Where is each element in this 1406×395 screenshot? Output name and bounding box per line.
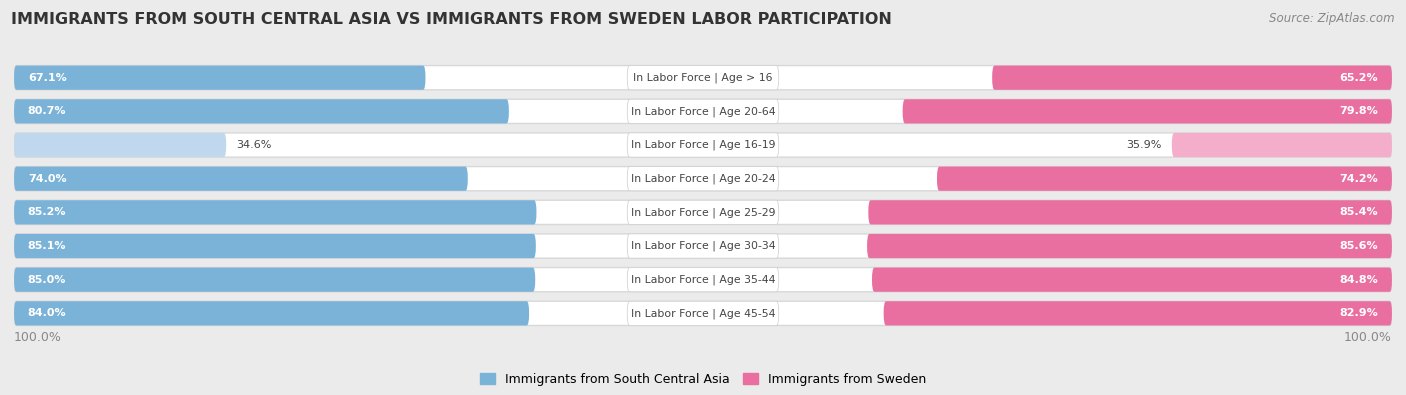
Text: 82.9%: 82.9%: [1340, 308, 1378, 318]
FancyBboxPatch shape: [14, 167, 468, 191]
Text: 65.2%: 65.2%: [1340, 73, 1378, 83]
FancyBboxPatch shape: [627, 99, 779, 124]
FancyBboxPatch shape: [14, 301, 529, 325]
FancyBboxPatch shape: [883, 301, 1392, 325]
FancyBboxPatch shape: [627, 133, 779, 157]
Text: 85.2%: 85.2%: [28, 207, 66, 217]
FancyBboxPatch shape: [14, 234, 536, 258]
Text: In Labor Force | Age 25-29: In Labor Force | Age 25-29: [631, 207, 775, 218]
FancyBboxPatch shape: [627, 234, 779, 258]
Text: In Labor Force | Age 30-34: In Labor Force | Age 30-34: [631, 241, 775, 251]
FancyBboxPatch shape: [903, 99, 1392, 124]
Text: 35.9%: 35.9%: [1126, 140, 1161, 150]
FancyBboxPatch shape: [627, 167, 779, 191]
FancyBboxPatch shape: [14, 66, 426, 90]
Text: 74.0%: 74.0%: [28, 174, 66, 184]
Text: 100.0%: 100.0%: [1344, 331, 1392, 344]
FancyBboxPatch shape: [14, 66, 1392, 90]
Text: 85.6%: 85.6%: [1340, 241, 1378, 251]
FancyBboxPatch shape: [869, 200, 1392, 224]
Text: 85.4%: 85.4%: [1340, 207, 1378, 217]
FancyBboxPatch shape: [14, 133, 1392, 157]
Text: Source: ZipAtlas.com: Source: ZipAtlas.com: [1270, 12, 1395, 25]
FancyBboxPatch shape: [872, 267, 1392, 292]
Text: 84.0%: 84.0%: [28, 308, 66, 318]
FancyBboxPatch shape: [14, 200, 1392, 224]
Text: In Labor Force | Age 16-19: In Labor Force | Age 16-19: [631, 140, 775, 150]
Text: 34.6%: 34.6%: [236, 140, 271, 150]
FancyBboxPatch shape: [14, 200, 537, 224]
Text: 74.2%: 74.2%: [1340, 174, 1378, 184]
Text: In Labor Force | Age 35-44: In Labor Force | Age 35-44: [631, 275, 775, 285]
Text: In Labor Force | Age 20-64: In Labor Force | Age 20-64: [631, 106, 775, 117]
FancyBboxPatch shape: [627, 66, 779, 90]
FancyBboxPatch shape: [627, 267, 779, 292]
FancyBboxPatch shape: [14, 301, 1392, 325]
FancyBboxPatch shape: [14, 267, 536, 292]
Text: 84.8%: 84.8%: [1340, 275, 1378, 285]
FancyBboxPatch shape: [14, 99, 509, 124]
Text: 79.8%: 79.8%: [1340, 106, 1378, 117]
Text: 67.1%: 67.1%: [28, 73, 66, 83]
FancyBboxPatch shape: [14, 99, 1392, 124]
Text: In Labor Force | Age 20-24: In Labor Force | Age 20-24: [631, 173, 775, 184]
FancyBboxPatch shape: [627, 200, 779, 224]
FancyBboxPatch shape: [14, 234, 1392, 258]
Text: 80.7%: 80.7%: [28, 106, 66, 117]
Text: 85.1%: 85.1%: [28, 241, 66, 251]
Text: 85.0%: 85.0%: [28, 275, 66, 285]
FancyBboxPatch shape: [14, 267, 1392, 292]
Text: IMMIGRANTS FROM SOUTH CENTRAL ASIA VS IMMIGRANTS FROM SWEDEN LABOR PARTICIPATION: IMMIGRANTS FROM SOUTH CENTRAL ASIA VS IM…: [11, 12, 893, 27]
FancyBboxPatch shape: [868, 234, 1392, 258]
Text: In Labor Force | Age 45-54: In Labor Force | Age 45-54: [631, 308, 775, 319]
FancyBboxPatch shape: [1171, 133, 1392, 157]
FancyBboxPatch shape: [936, 167, 1392, 191]
FancyBboxPatch shape: [14, 167, 1392, 191]
Text: 100.0%: 100.0%: [14, 331, 62, 344]
Legend: Immigrants from South Central Asia, Immigrants from Sweden: Immigrants from South Central Asia, Immi…: [475, 368, 931, 391]
FancyBboxPatch shape: [993, 66, 1392, 90]
FancyBboxPatch shape: [627, 301, 779, 325]
FancyBboxPatch shape: [14, 133, 226, 157]
Text: In Labor Force | Age > 16: In Labor Force | Age > 16: [633, 72, 773, 83]
